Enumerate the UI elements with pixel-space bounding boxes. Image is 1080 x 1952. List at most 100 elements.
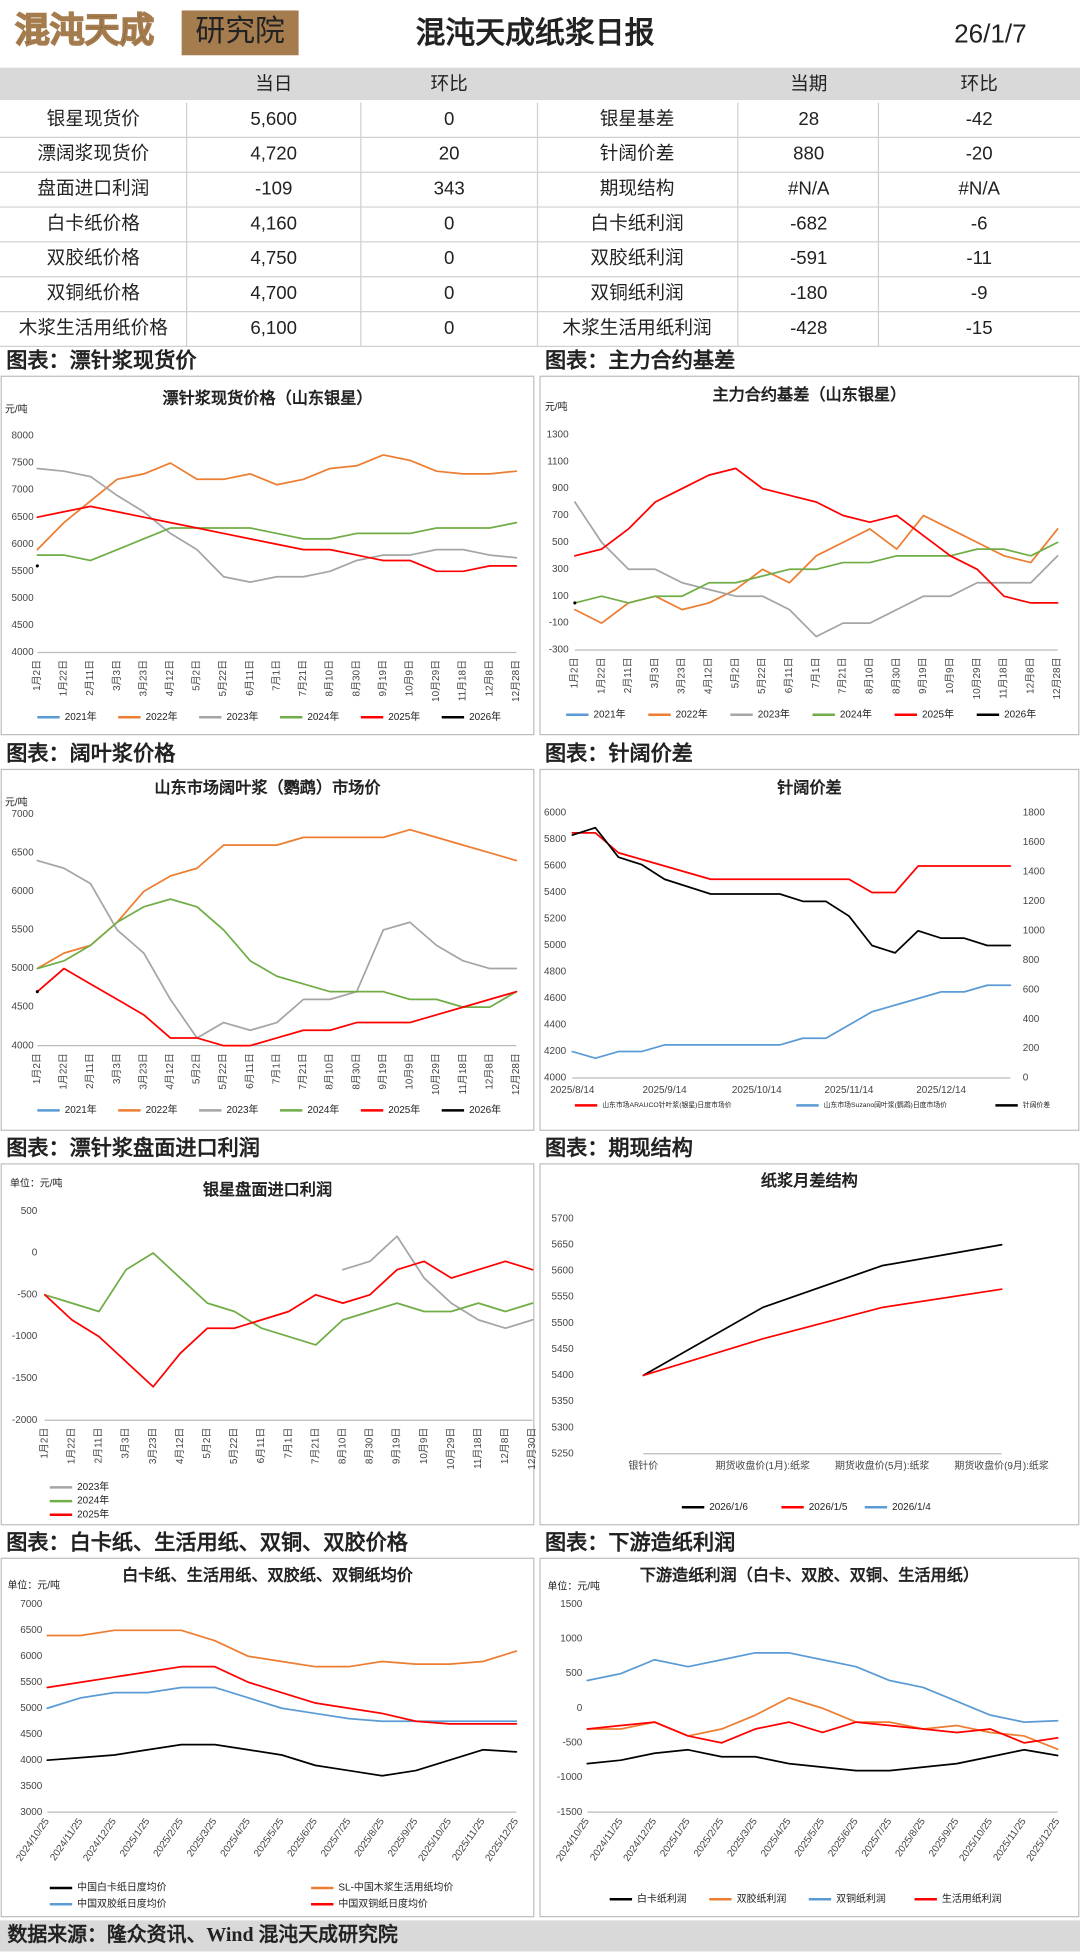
legend-label: SL-中国木浆生活用纸均价 xyxy=(338,1881,453,1894)
x-tick-label: 2025/11/14 xyxy=(824,1085,873,1096)
x-tick-label: 2月11日 xyxy=(84,660,96,696)
x-tick-label: 2月11日 xyxy=(84,1053,96,1089)
series-line xyxy=(43,1252,534,1346)
legend-label: 2024年 xyxy=(307,710,339,723)
legend-label: 2023年 xyxy=(226,710,258,723)
legend-label: 2025年 xyxy=(77,1507,109,1520)
x-tick-label: 5月2日 xyxy=(191,660,203,691)
y-tick-label: 5550 xyxy=(551,1292,574,1303)
chart-title: 山东市场阔叶浆（鹦鹉）市场价 xyxy=(154,778,381,797)
x-tick-label: 5月22日 xyxy=(217,660,229,696)
x-tick-label: 9月19日 xyxy=(377,1053,389,1089)
table-cell: 双胶纸利润 xyxy=(590,247,683,268)
table-cell: -591 xyxy=(790,247,827,268)
x-tick-label: 8月10日 xyxy=(336,1428,348,1464)
table-cell: -428 xyxy=(790,317,827,338)
series-line xyxy=(642,1288,1003,1377)
x-tick-label: 7月1日 xyxy=(270,1053,282,1084)
legend-label: 2024年 xyxy=(77,1494,109,1507)
series-line xyxy=(571,984,1012,1060)
legend-label: 针阔价差 xyxy=(1023,1100,1050,1109)
table-cell: -9 xyxy=(971,282,988,303)
y-tick-label: 5500 xyxy=(20,1677,43,1688)
table-column-header: 环比 xyxy=(431,73,468,94)
x-tick-label: 2025/10/14 xyxy=(732,1085,782,1096)
x-tick-label: 5月2日 xyxy=(729,657,741,688)
table-column-header: 环比 xyxy=(961,73,998,94)
y-tick-label: 6500 xyxy=(11,512,34,523)
legend-label: 2023年 xyxy=(77,1480,109,1493)
table-cell: 4,720 xyxy=(250,143,297,164)
y-tick-label: 7000 xyxy=(11,809,34,820)
section-heading: 图表：漂针浆盘面进口利润 xyxy=(6,1135,260,1160)
series-line xyxy=(46,1743,518,1777)
y-tick-label: 500 xyxy=(21,1206,38,1217)
x-tick-label: 1月2日 xyxy=(568,657,580,688)
legend-label: 中国白卡纸日度均价 xyxy=(77,1881,167,1894)
x-tick-label: 8月30日 xyxy=(890,657,902,693)
series-line xyxy=(46,1686,518,1723)
x-tick-label: 7月21日 xyxy=(297,660,309,696)
table-cell: #N/A xyxy=(788,178,830,199)
unit-label: 元/吨 xyxy=(5,796,28,809)
y-tick-label: 0 xyxy=(32,1248,38,1259)
table-cell: 双铜纸价格 xyxy=(47,282,141,303)
series-line xyxy=(586,1651,1059,1723)
table-cell: 木浆生活用纸利润 xyxy=(562,317,711,338)
legend-label: 双胶纸利润 xyxy=(737,1892,787,1905)
x-tick-label: 7月1日 xyxy=(270,660,282,691)
x-tick-label: 4月12日 xyxy=(164,1053,176,1089)
y-tick-label: 5800 xyxy=(544,834,567,845)
y-tick-label: 5000 xyxy=(11,593,34,604)
table-cell: 0 xyxy=(444,282,454,303)
y2-tick-label: 600 xyxy=(1023,984,1040,995)
table-cell: -109 xyxy=(255,178,292,199)
y2-tick-label: 1400 xyxy=(1023,867,1046,878)
series-line xyxy=(571,826,1012,954)
series-line xyxy=(43,1260,534,1388)
y-tick-label: 4000 xyxy=(11,647,34,658)
x-tick-label: 11月18日 xyxy=(457,1053,469,1094)
y-tick-label: 5650 xyxy=(551,1239,574,1250)
y-tick-label: 5700 xyxy=(551,1213,574,1224)
y-tick-label: -1500 xyxy=(557,1807,583,1818)
series-line xyxy=(36,859,518,1039)
y-tick-label: 8000 xyxy=(11,431,34,442)
table-cell: 0 xyxy=(444,247,454,268)
chart-title: 针阔价差 xyxy=(777,778,842,797)
y-tick-label: 5200 xyxy=(544,914,567,925)
y-tick-label: 5000 xyxy=(544,940,567,951)
x-tick-label: 2月11日 xyxy=(622,657,634,693)
logo-box xyxy=(181,10,299,56)
y-tick-label: 4000 xyxy=(11,1040,34,1051)
table-cell: 木浆生活用纸价格 xyxy=(19,317,169,338)
chart-panel xyxy=(539,1557,1080,1918)
x-tick-label: 8月10日 xyxy=(324,1053,336,1089)
x-tick-label: 1月22日 xyxy=(595,657,607,693)
x-tick-label: 11月18日 xyxy=(457,660,469,701)
x-tick-label: 10月9日 xyxy=(404,660,416,696)
table-cell: -20 xyxy=(966,143,993,164)
y-tick-label: 7000 xyxy=(20,1599,43,1610)
table-cell: 银星现货价 xyxy=(47,108,141,129)
legend-label: 2022年 xyxy=(146,710,178,723)
y-tick-label: 1100 xyxy=(547,456,569,467)
y-tick-label: 4000 xyxy=(20,1755,43,1766)
unit-label: 元/吨 xyxy=(5,402,28,415)
report-date: 26/1/7 xyxy=(954,18,1027,48)
series-line xyxy=(573,501,1059,638)
y2-tick-label: 200 xyxy=(1023,1043,1040,1054)
legend-label: 2023年 xyxy=(226,1103,258,1116)
unit-label: 元/吨 xyxy=(545,400,568,413)
x-tick-label: 1月22日 xyxy=(58,660,70,696)
legend-label: 2026年 xyxy=(1004,707,1036,720)
x-tick-label: 3月23日 xyxy=(147,1428,159,1464)
unit-label: 单位：元/吨 xyxy=(7,1578,60,1591)
table-cell: 4,750 xyxy=(250,247,297,268)
y2-tick-label: 0 xyxy=(1023,1073,1029,1084)
x-tick-label: 期货收盘价(5月):纸浆 xyxy=(835,1459,929,1472)
legend-label: 2026年 xyxy=(469,710,501,723)
legend-label: 2026/1/5 xyxy=(809,1502,848,1513)
series-line xyxy=(586,1696,1059,1751)
chart-title: 主力合约基差（山东银星） xyxy=(712,385,906,404)
